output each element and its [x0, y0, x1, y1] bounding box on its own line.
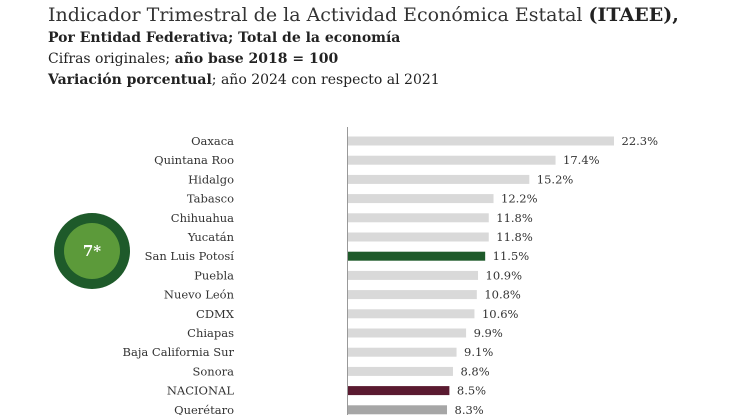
category-label: Chiapas: [187, 326, 234, 340]
data-label: 8.8%: [460, 364, 489, 378]
data-label: 10.9%: [486, 268, 523, 282]
bar: [348, 405, 448, 415]
title-main: Indicador Trimestral de la Actividad Eco…: [48, 4, 589, 26]
bar: [348, 366, 453, 376]
bar: [348, 155, 556, 165]
category-label: Nuevo León: [164, 288, 235, 302]
data-label: 9.1%: [464, 345, 493, 359]
subtitle-base-b: año base 2018 = 100: [174, 51, 339, 67]
bar: [348, 290, 477, 300]
category-label: Yucatán: [187, 230, 235, 244]
category-label: Chihuahua: [171, 211, 234, 225]
chart-header: Indicador Trimestral de la Actividad Eco…: [48, 2, 728, 91]
subtitle-entity: Por Entidad Federativa; Total de la econ…: [48, 30, 401, 46]
subtitle-variation-b: ; año 2024 con respecto al 2021: [211, 72, 440, 88]
data-label: 15.2%: [537, 172, 574, 186]
bar: [348, 347, 457, 357]
title-bold: (ITAEE),: [588, 4, 679, 26]
bar: [348, 232, 489, 242]
subtitle-variation: Variación porcentual; año 2024 con respe…: [48, 70, 728, 91]
data-label: 8.3%: [455, 403, 484, 415]
category-label: Oaxaca: [191, 134, 234, 148]
bar: [348, 270, 479, 280]
category-label: Hidalgo: [188, 172, 234, 186]
subtitle-variation-a: Variación porcentual: [48, 72, 212, 88]
category-label: Querétaro: [174, 403, 234, 415]
bar: [348, 328, 467, 338]
category-label: Puebla: [194, 268, 234, 282]
data-label: 10.6%: [482, 307, 519, 321]
category-label: Quintana Roo: [154, 153, 234, 167]
bar: [348, 309, 475, 319]
data-label: 10.8%: [484, 288, 521, 302]
data-label: 17.4%: [563, 153, 600, 167]
subtitle-base-a: Cifras originales;: [48, 51, 175, 67]
category-label: Tabasco: [187, 192, 234, 206]
data-label: 11.8%: [496, 230, 533, 244]
category-label: Baja California Sur: [123, 345, 235, 359]
data-label: 12.2%: [501, 192, 538, 206]
data-label: 11.8%: [496, 211, 533, 225]
data-label: 9.9%: [474, 326, 503, 340]
data-label: 8.5%: [457, 384, 486, 398]
bar: [348, 174, 530, 184]
rank-badge: 7*: [54, 213, 130, 289]
data-label: 11.5%: [493, 249, 530, 263]
bar: [348, 136, 614, 146]
data-label: 22.3%: [622, 134, 659, 148]
bar: [348, 194, 494, 204]
category-label: Sonora: [193, 364, 235, 378]
category-label: NACIONAL: [167, 384, 235, 398]
bar: [348, 386, 450, 396]
subtitle-base: Cifras originales; año base 2018 = 100: [48, 49, 728, 70]
bar: [348, 213, 489, 223]
category-label: San Luis Potosí: [145, 249, 235, 263]
category-label: CDMX: [196, 307, 235, 321]
chart-title: Indicador Trimestral de la Actividad Eco…: [48, 2, 728, 28]
bar: [348, 251, 486, 261]
rank-badge-label: 7*: [64, 223, 120, 279]
